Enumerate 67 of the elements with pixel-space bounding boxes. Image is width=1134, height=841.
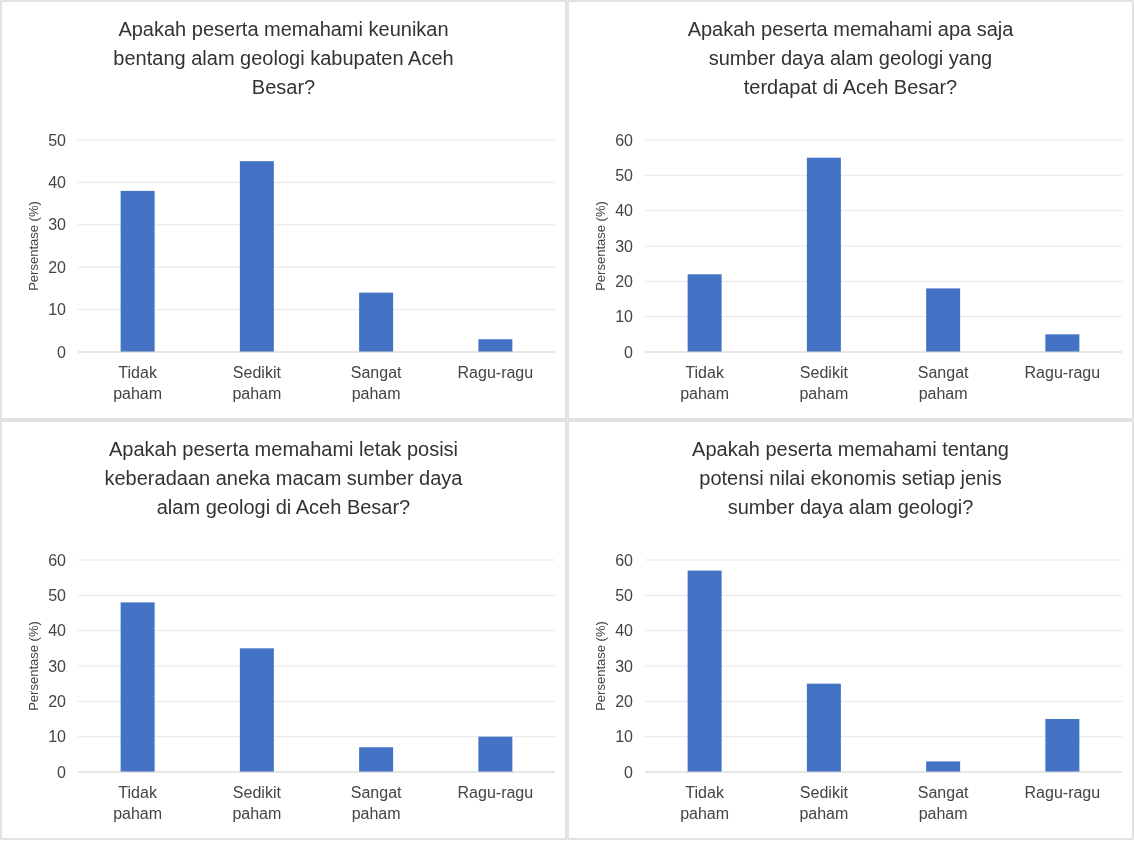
bar — [1045, 334, 1080, 352]
y-tick-label: 60 — [615, 551, 634, 569]
y-tick-label: 60 — [615, 131, 634, 149]
y-tick-label: 10 — [615, 728, 634, 746]
x-tick-label: Ragu-ragu — [457, 784, 534, 801]
bar — [926, 288, 961, 352]
bar — [239, 648, 274, 772]
x-tick-label: Sangat paham — [350, 364, 403, 402]
x-tick-label: Tidak paham — [113, 784, 163, 822]
y-tick-label: 40 — [615, 202, 634, 220]
x-tick-label: Sedikit paham — [799, 784, 849, 822]
x-tick-label: Sedikit paham — [799, 364, 849, 402]
y-tick-label: 60 — [48, 551, 67, 569]
chart-title: Apakah peserta memahami apa saja sumber daya alam geologi yang terdapat di Aceh Besar? — [687, 18, 1015, 98]
y-tick-label: 20 — [48, 258, 67, 276]
y-tick-label: 0 — [57, 343, 67, 361]
y-tick-label: 50 — [615, 166, 634, 184]
bar — [926, 761, 961, 772]
x-tick-label: Tidak paham — [113, 364, 163, 402]
y-tick-label: 30 — [615, 237, 634, 255]
y-tick-label: 30 — [48, 657, 67, 675]
bar — [120, 602, 155, 772]
y-tick-label: 10 — [48, 301, 67, 319]
x-tick-label: Sangat paham — [917, 364, 970, 402]
x-tick-label: Ragu-ragu — [1024, 784, 1101, 801]
bar — [806, 157, 841, 352]
chart-title: Apakah peserta memahami keunikan bentang alam geologi kabupaten Aceh Besar? — [113, 18, 454, 98]
y-tick-label: 30 — [48, 216, 67, 234]
bar — [1045, 719, 1080, 772]
bar — [687, 274, 722, 352]
y-tick-label: 40 — [48, 622, 67, 640]
y-tick-label: 20 — [48, 692, 67, 710]
y-tick-label: 40 — [615, 622, 634, 640]
y-tick-label: 50 — [48, 131, 67, 149]
bar — [239, 161, 274, 352]
x-tick-label: Ragu-ragu — [1024, 364, 1101, 381]
y-tick-label: 10 — [615, 308, 634, 326]
y-axis-title: Persentase (%) — [26, 201, 41, 291]
chart-title: Apakah peserta memahami tentang potensi nilai ekonomis setiap jenis sumber daya alam geologi? — [692, 438, 1009, 518]
x-tick-label: Sangat paham — [917, 784, 970, 822]
x-tick-label: Sedikit paham — [232, 364, 282, 402]
bar — [806, 683, 841, 772]
x-tick-label: Ragu-ragu — [457, 364, 534, 381]
bar — [120, 190, 155, 352]
y-tick-label: 50 — [615, 586, 634, 604]
y-tick-label: 10 — [48, 728, 67, 746]
y-tick-label: 0 — [624, 763, 634, 781]
bar — [359, 747, 394, 772]
x-tick-label: Tidak paham — [680, 784, 730, 822]
bar — [478, 736, 513, 772]
bar — [359, 292, 394, 352]
y-axis-title: Persentase (%) — [593, 621, 608, 711]
y-tick-label: 0 — [624, 343, 634, 361]
y-axis-title: Persentase (%) — [26, 621, 41, 711]
x-tick-label: Sedikit paham — [232, 784, 282, 822]
x-tick-label: Tidak paham — [680, 364, 730, 402]
y-tick-label: 0 — [57, 763, 67, 781]
y-tick-label: 50 — [48, 586, 67, 604]
y-axis-title: Persentase (%) — [593, 201, 608, 291]
bar — [478, 339, 513, 352]
y-tick-label: 40 — [48, 174, 67, 191]
x-tick-label: Sangat paham — [350, 784, 403, 822]
chart-title: Apakah peserta memahami letak posisi keberadaan aneka macam sumber daya alam geologi di Aceh Besar? — [104, 438, 464, 518]
y-tick-label: 20 — [615, 272, 634, 290]
y-tick-label: 30 — [615, 657, 634, 675]
y-tick-label: 20 — [615, 692, 634, 710]
bar — [687, 570, 722, 772]
